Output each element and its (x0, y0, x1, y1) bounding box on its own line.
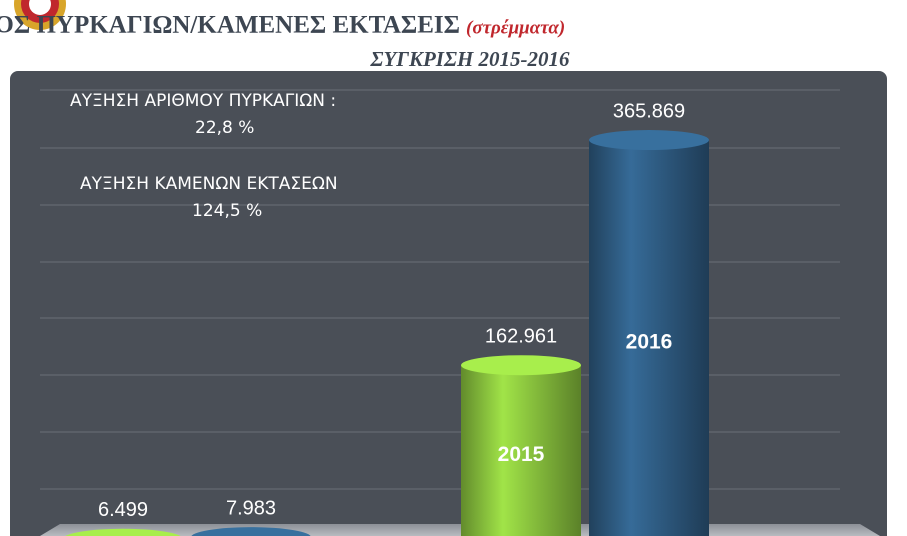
bar-top (461, 355, 581, 376)
value-label: 365.869 (613, 100, 685, 122)
bar-top (589, 130, 709, 151)
series-label: 2016 (626, 331, 673, 354)
annotation: ΑΥΞΗΣΗ ΑΡΙΘΜΟΥ ΠΥΡΚΑΓΙΩΝ : (70, 91, 336, 111)
annotation: 22,8 % (195, 118, 254, 138)
chart-title: ΑΡΙΘΜΟΣ ΠΥΡΚΑΓΙΩΝ/ΚΑΜΕΝΕΣ ΕΚΤΑΣΕΙΣ (0, 12, 460, 39)
series-label: 2015 (498, 443, 545, 466)
value-label: 162.961 (485, 325, 557, 347)
bar-top (191, 527, 311, 536)
annotation: ΑΥΞΗΣΗ ΚΑΜΕΝΩΝ ΕΚΤΑΣΕΩΝ (80, 174, 338, 194)
value-label: 6.499 (98, 499, 148, 521)
chart-subtitle: ΣΥΓΚΡΙΣΗ 2015-2016 (369, 47, 570, 71)
title-note: (στρέμματα) (466, 17, 565, 38)
bar (589, 140, 709, 536)
bar (461, 365, 581, 536)
bar-top (65, 528, 181, 536)
annotation: 124,5 % (192, 201, 262, 221)
value-label: 7.983 (226, 497, 276, 519)
plot-panel (10, 71, 887, 536)
logo (14, 0, 66, 30)
